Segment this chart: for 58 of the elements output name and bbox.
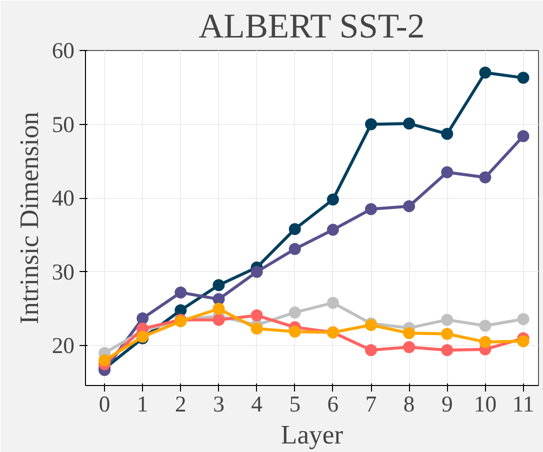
point [136, 312, 149, 324]
x-tick-label: 4 [251, 392, 262, 416]
point [365, 118, 378, 130]
point [212, 314, 225, 326]
x-tick-label: 1 [136, 392, 148, 416]
point [403, 118, 416, 130]
point [326, 224, 339, 236]
point [479, 336, 492, 348]
point [250, 309, 263, 322]
point [250, 322, 263, 335]
y-axis-title: Intrinsic Dimension [14, 112, 44, 324]
point [288, 223, 301, 236]
x-tick-label: 2 [175, 392, 186, 416]
y-tick-label: 40 [52, 186, 74, 211]
x-tick-label: 6 [327, 392, 339, 416]
point [326, 194, 339, 206]
point [517, 313, 530, 326]
point [441, 166, 454, 178]
point [174, 304, 187, 316]
point [212, 293, 225, 306]
x-tick-label: 8 [403, 392, 415, 416]
point [517, 72, 530, 84]
point [441, 344, 454, 356]
point [174, 286, 187, 299]
y-tick-label: 50 [52, 112, 74, 137]
point [479, 66, 492, 79]
chart-title: ALBERT SST-2 [198, 8, 425, 46]
point [288, 243, 301, 255]
x-tick-label: 9 [441, 392, 453, 416]
point [441, 314, 454, 326]
point [403, 327, 416, 340]
point [326, 296, 339, 309]
point [441, 328, 454, 340]
point [288, 326, 301, 338]
x-tick-label: 5 [289, 392, 301, 416]
point [98, 354, 111, 366]
point [517, 130, 530, 142]
point [441, 128, 454, 140]
point [288, 306, 301, 318]
y-tick-label: 30 [52, 259, 74, 284]
point [517, 335, 530, 348]
x-tick-label: 0 [98, 392, 110, 416]
point [403, 200, 416, 212]
y-tick-label: 60 [52, 38, 74, 63]
point [365, 344, 378, 356]
point [365, 203, 378, 216]
point [403, 341, 416, 354]
y-tick-label: 20 [52, 333, 74, 358]
point [250, 266, 263, 278]
point [479, 171, 492, 184]
point [212, 302, 225, 315]
x-tick-label: 3 [213, 392, 224, 416]
x-axis-title: Layer [280, 420, 344, 450]
point [212, 279, 225, 292]
x-tick-label: 11 [512, 392, 534, 416]
x-tick-label: 7 [365, 392, 377, 416]
x-tick-label: 10 [474, 392, 497, 416]
point [479, 320, 492, 332]
